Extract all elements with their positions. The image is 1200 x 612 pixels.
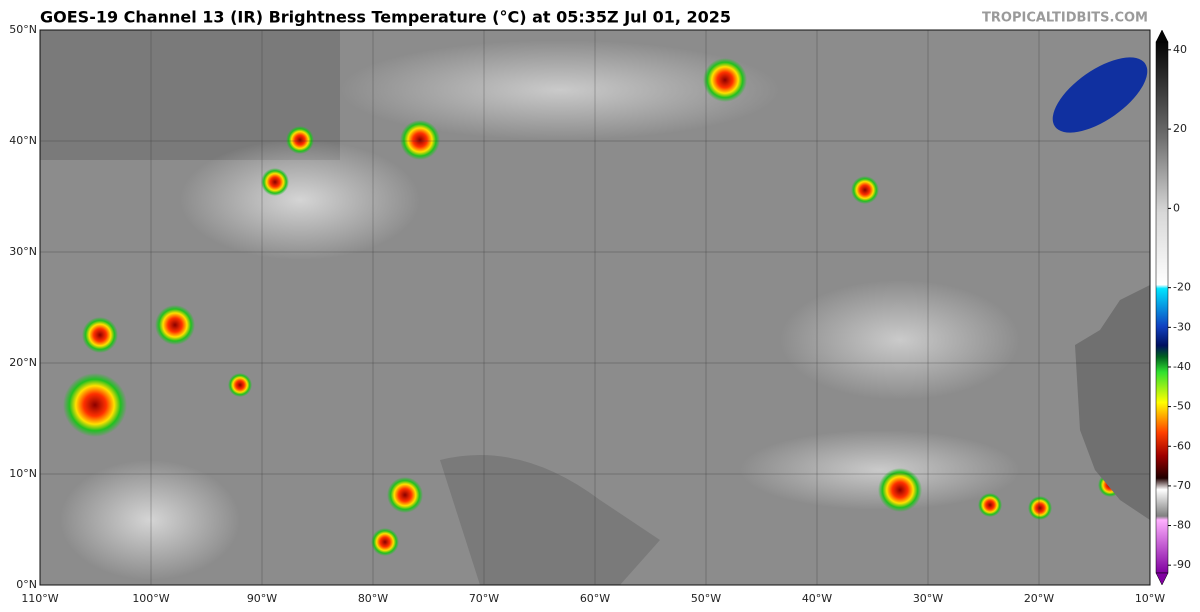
storm bbox=[1028, 496, 1052, 520]
cloud bbox=[340, 40, 780, 140]
lon-label: 10°W bbox=[1135, 592, 1165, 605]
cloud-band bbox=[1052, 57, 1148, 133]
land-africa bbox=[1075, 285, 1150, 520]
colorbar-tick-label: -50 bbox=[1173, 400, 1191, 413]
storm bbox=[371, 528, 399, 556]
colorbar-tick-label: -30 bbox=[1173, 320, 1191, 333]
storm bbox=[261, 168, 289, 196]
lon-label: 100°W bbox=[132, 592, 169, 605]
colorbar-tick-label: -20 bbox=[1173, 281, 1191, 294]
cloud bbox=[60, 460, 240, 580]
colorbar-tick-label: -70 bbox=[1173, 479, 1191, 492]
storm bbox=[878, 468, 922, 512]
colorbar-tick-label: 20 bbox=[1173, 122, 1187, 135]
lon-label: 110°W bbox=[21, 592, 58, 605]
lat-label: 40°N bbox=[9, 134, 37, 147]
storm bbox=[63, 373, 127, 437]
colorbar-tick-label: -90 bbox=[1173, 558, 1191, 571]
lon-label: 70°W bbox=[469, 592, 499, 605]
lon-label: 80°W bbox=[358, 592, 388, 605]
colorbar-tick-label: 40 bbox=[1173, 43, 1187, 56]
lon-label: 50°W bbox=[691, 592, 721, 605]
colorbar-tick-label: -40 bbox=[1173, 360, 1191, 373]
storm bbox=[387, 477, 423, 513]
colorbar-bottom-arrow bbox=[1155, 572, 1169, 586]
storm bbox=[400, 120, 440, 160]
lon-label: 60°W bbox=[580, 592, 610, 605]
lat-label: 0°N bbox=[16, 578, 37, 591]
colorbar-tick-label: 0 bbox=[1173, 201, 1180, 214]
storm bbox=[851, 176, 879, 204]
storm bbox=[286, 126, 314, 154]
lat-label: 30°N bbox=[9, 245, 37, 258]
title: GOES-19 Channel 13 (IR) Brightness Tempe… bbox=[40, 8, 731, 27]
land-south-america bbox=[440, 455, 660, 585]
cloud bbox=[740, 430, 1020, 510]
colorbar-tick-label: -60 bbox=[1173, 439, 1191, 452]
storm bbox=[82, 317, 118, 353]
colorbar bbox=[1155, 41, 1169, 574]
lat-label: 10°N bbox=[9, 467, 37, 480]
credit: TROPICALTIDBITS.COM bbox=[982, 11, 1148, 26]
imagery bbox=[40, 30, 1150, 585]
storm bbox=[703, 58, 747, 102]
storm bbox=[155, 305, 195, 345]
lon-label: 30°W bbox=[913, 592, 943, 605]
lon-label: 90°W bbox=[247, 592, 277, 605]
lat-label: 50°N bbox=[9, 23, 37, 36]
lat-label: 20°N bbox=[9, 356, 37, 369]
lon-label: 20°W bbox=[1024, 592, 1054, 605]
colorbar-tick-label: -80 bbox=[1173, 519, 1191, 532]
colorbar-top-arrow bbox=[1155, 29, 1169, 43]
cloud bbox=[780, 280, 1020, 400]
cloud bbox=[180, 140, 420, 260]
lon-label: 40°W bbox=[802, 592, 832, 605]
storm bbox=[978, 493, 1002, 517]
storm bbox=[228, 373, 252, 397]
